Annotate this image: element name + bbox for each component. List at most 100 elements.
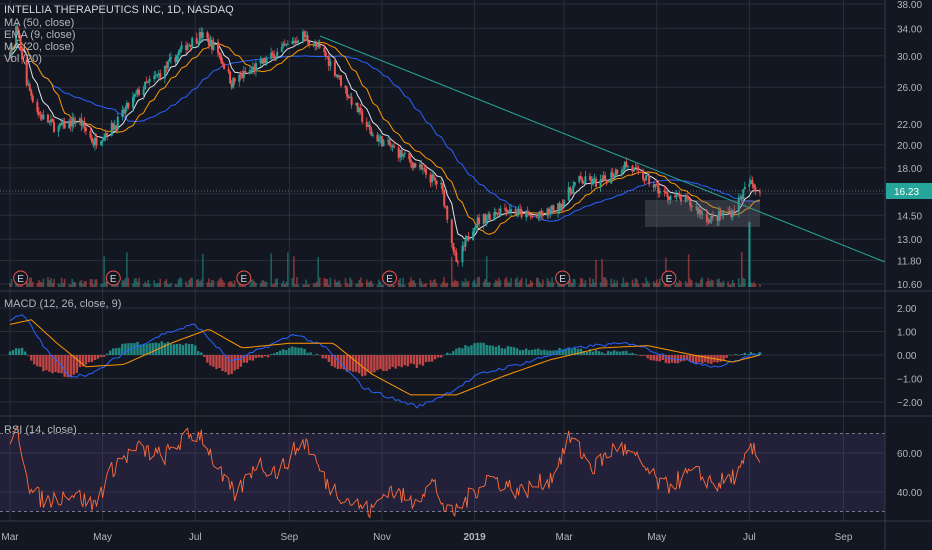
volume-bar <box>510 277 512 287</box>
candle-body <box>333 61 336 76</box>
macd-histogram-bar <box>494 346 498 355</box>
volume-bar <box>30 277 33 287</box>
macd-histogram-bar <box>537 348 540 355</box>
candle-body <box>83 121 86 128</box>
volume-bar <box>273 283 275 287</box>
candle-body <box>302 31 305 43</box>
time-tick-label: Sep <box>280 532 298 543</box>
candle-body <box>531 216 534 218</box>
volume-bar <box>282 280 285 287</box>
macd-histogram-bar <box>45 355 48 371</box>
volume-bar <box>346 282 348 287</box>
macd-histogram-bar <box>148 343 151 355</box>
rsi-pane-title[interactable]: RSI (14, close) <box>4 424 77 436</box>
macd-histogram-bar <box>704 355 707 363</box>
volume-bar <box>127 277 130 287</box>
volume-bar <box>308 284 310 287</box>
volume-bar <box>478 277 480 287</box>
candle-body <box>379 136 382 139</box>
candle-body <box>707 221 710 223</box>
candle-body <box>467 235 470 241</box>
candle-body <box>90 137 93 143</box>
candle-body <box>168 58 171 62</box>
candle-body <box>197 42 200 44</box>
macd-histogram-bar <box>403 355 406 366</box>
candle-body <box>212 41 215 50</box>
volume-bar <box>312 283 315 287</box>
macd-histogram-bar <box>54 355 57 372</box>
macd-histogram-bar <box>464 345 467 355</box>
macd-histogram-bar <box>488 345 491 355</box>
candle-body <box>84 127 87 132</box>
macd-histogram-bar <box>479 342 482 355</box>
candle-body <box>329 61 332 66</box>
candle-body <box>569 187 572 192</box>
macd-histogram-bar <box>485 344 488 355</box>
volume-bar <box>103 256 105 287</box>
legend-ma50[interactable]: MA (50, close) <box>4 17 74 29</box>
candle-body <box>673 196 676 198</box>
candle-body <box>165 65 168 69</box>
candle-body <box>221 61 224 64</box>
candle-body <box>588 176 591 181</box>
macd-histogram-bar <box>169 344 173 355</box>
macd-histogram-bar <box>14 348 18 355</box>
volume-bar <box>276 278 279 287</box>
legend-ema9[interactable]: EMA (9, close) <box>4 29 76 41</box>
macd-histogram-bar <box>309 352 312 355</box>
volume-bar <box>303 284 306 287</box>
macd-histogram-bar <box>333 355 337 368</box>
candle-body <box>74 121 77 124</box>
volume-bar <box>241 284 244 287</box>
candle-body <box>632 167 635 172</box>
macd-histogram-bar <box>242 355 246 363</box>
volume-bar <box>546 278 549 287</box>
macd-histogram-bar <box>740 354 743 355</box>
macd-histogram-bar <box>254 355 258 359</box>
macd-histogram-bar <box>728 354 731 356</box>
macd-histogram-bar <box>184 343 188 355</box>
candle-body <box>314 43 317 46</box>
candle-body <box>368 124 371 130</box>
volume-bar <box>648 283 650 287</box>
candle-body <box>116 116 119 130</box>
candle-body <box>408 152 411 160</box>
macd-histogram-bar <box>233 355 236 371</box>
time-tick-label: May <box>647 532 666 543</box>
volume-bar <box>337 281 339 287</box>
volume-bar <box>643 283 646 287</box>
volume-bar <box>153 280 156 287</box>
volume-bar <box>369 281 371 287</box>
candle-body <box>210 39 213 50</box>
macd-histogram-bar <box>497 345 501 355</box>
volume-bar <box>305 279 307 287</box>
price-tick-label: 13.00 <box>897 235 922 246</box>
volume-bar <box>473 279 476 287</box>
trendline[interactable] <box>319 35 886 263</box>
macd-histogram-bar <box>172 344 176 355</box>
candle-body <box>60 123 63 126</box>
time-tick-label: Jul <box>189 532 202 543</box>
price-tick-label: 18.00 <box>897 164 922 175</box>
candle-body <box>365 121 368 127</box>
candle-body <box>286 43 289 45</box>
volume-bar <box>323 277 326 287</box>
legend-ma20[interactable]: MA (20, close) <box>4 41 74 53</box>
volume-bar <box>185 281 187 287</box>
candle-body <box>42 114 45 120</box>
volume-bar <box>361 282 364 287</box>
macd-histogram-bar <box>616 351 619 355</box>
consolidation-box[interactable] <box>645 200 760 227</box>
volume-bar <box>578 284 581 287</box>
macd-pane-title[interactable]: MACD (12, 26, close, 9) <box>4 298 121 310</box>
volume-bar <box>376 284 379 287</box>
legend-vol[interactable]: Vol (20) <box>4 53 42 65</box>
price-tick-label: 14.50 <box>897 211 922 222</box>
volume-bar <box>164 280 166 287</box>
volume-bar <box>633 283 635 287</box>
candle-body <box>262 58 265 64</box>
macd-histogram-bar <box>315 353 318 355</box>
candle-body <box>411 162 414 169</box>
